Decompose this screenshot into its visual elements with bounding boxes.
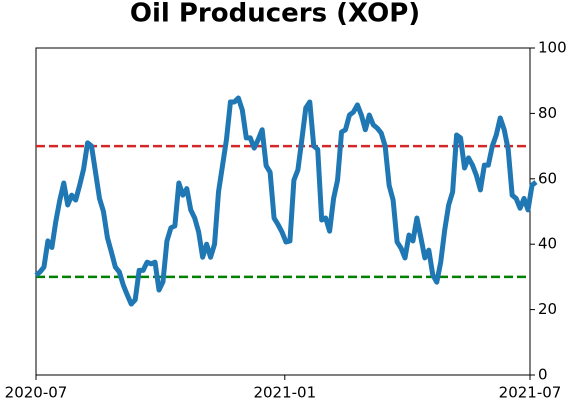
y-tick-label: 60 (538, 169, 557, 187)
data-line (34, 95, 538, 307)
x-tick-label: 2020-07 (5, 384, 68, 402)
x-tick-label: 2021-01 (253, 384, 316, 402)
plot-frame (35, 47, 531, 376)
y-tick-label: 40 (538, 235, 557, 253)
x-tick-label: 2021-07 (499, 384, 562, 402)
y-tick-label: 80 (538, 104, 557, 122)
y-tick-label: 20 (538, 300, 557, 318)
y-tick-label: 100 (538, 39, 567, 57)
chart-title: Oil Producers (XOP) (130, 0, 420, 29)
y-tick-label: 0 (538, 366, 548, 384)
